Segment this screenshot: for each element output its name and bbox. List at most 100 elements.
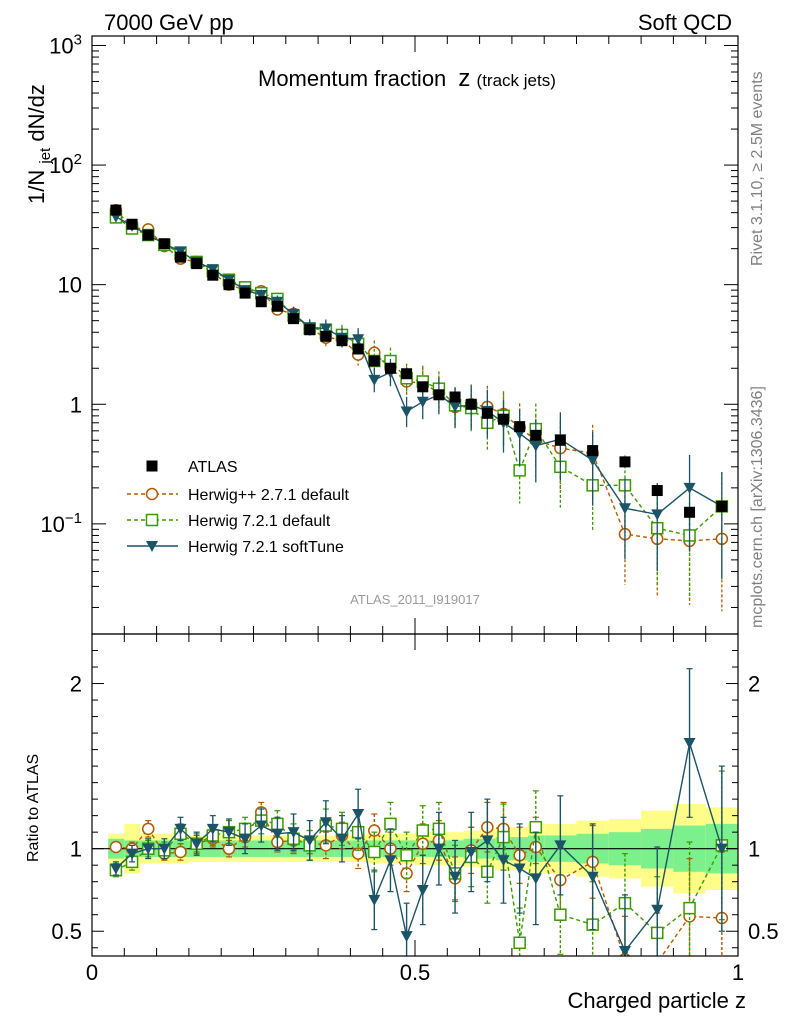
main-point: [191, 258, 203, 270]
main-y-tick-label: 103: [49, 31, 82, 58]
ratio-point: [416, 824, 430, 837]
ratio-point: [142, 843, 155, 855]
ratio-point: [109, 840, 123, 854]
plot-title: Momentum fraction z (track jets): [258, 65, 556, 92]
rivet-side-label: Rivet 3.1.10, ≥ 2.5M events: [749, 71, 766, 266]
ratio-point: [416, 884, 429, 896]
ratio-y-tick-label-left: 1: [70, 837, 82, 862]
main-point: [255, 296, 267, 308]
main-point: [336, 335, 348, 347]
main-point: [716, 500, 728, 512]
ratio-point: [384, 817, 397, 831]
ratio-point: [481, 835, 494, 847]
legend-label: Herwig++ 2.7.1 default: [188, 487, 350, 504]
ratio-point: [449, 871, 462, 883]
ratio-point: [174, 823, 187, 835]
ratio-point: [384, 855, 397, 867]
main-point: [352, 334, 365, 346]
main-point: [288, 313, 300, 325]
ratio-point: [368, 824, 381, 837]
main-point: [416, 396, 429, 408]
main-point: [368, 374, 381, 386]
ratio-series-line: [115, 819, 723, 943]
ratio-point: [554, 908, 567, 921]
ratio-point: [287, 827, 300, 839]
ratio-point: [683, 737, 696, 749]
ratio-point: [651, 904, 664, 916]
x-axis-label: Charged particle z: [567, 988, 746, 1013]
ratio-panel: 0.5 0.51 12 20 0.5 1: [51, 633, 779, 985]
ratio-point: [618, 946, 631, 956]
main-y-tick-label: 1: [70, 392, 82, 417]
main-y-tick-label-exponent: 3: [74, 31, 82, 48]
ratio-point: [222, 827, 235, 839]
main-point: [530, 429, 542, 441]
legend-label: Herwig 7.2.1 softTune: [188, 539, 344, 556]
legend: ATLAS Herwig++ 2.7.1 default Herwig 7.2.1 …: [127, 459, 350, 556]
main-point: [255, 289, 268, 301]
plot-title-symbol: z: [458, 65, 470, 92]
ratio-point: [174, 845, 187, 859]
main-point: [158, 238, 170, 250]
main-y-tick-label-exponent: −1: [65, 510, 82, 527]
main-point: [319, 323, 332, 335]
ratio-point: [368, 845, 381, 859]
main-y-tick-label: 10: [58, 273, 82, 298]
main-point: [175, 251, 187, 263]
ratio-point: [683, 901, 696, 915]
plot-title-subscript: (track jets): [477, 71, 556, 90]
ratio-point: [319, 817, 332, 829]
ratio-y-tick-label-right: 2: [748, 672, 760, 697]
main-y-tick-label-base: 10: [40, 512, 64, 537]
main-y-axis-label-tail: dN/dz: [24, 84, 49, 141]
legend-marker: [146, 541, 158, 552]
main-point: [684, 506, 696, 518]
main-point: [481, 407, 493, 419]
main-y-tick-label-base: 10: [58, 273, 82, 298]
ratio-point: [352, 808, 365, 820]
ratio-point: [109, 863, 122, 875]
ratio-point: [368, 894, 381, 906]
main-point: [401, 368, 413, 380]
ratio-point: [206, 823, 219, 835]
main-point: [239, 287, 251, 299]
main-y-tick-label: 10−1: [40, 510, 82, 537]
main-point: [683, 482, 696, 494]
x-tick-label: 1: [732, 960, 744, 985]
ratio-point: [554, 840, 567, 852]
main-y-tick-label-base: 1: [70, 392, 82, 417]
legend-label: ATLAS: [188, 459, 238, 476]
ratio-point: [255, 820, 268, 832]
main-y-tick-label: 102: [49, 151, 82, 178]
main-point: [352, 343, 364, 355]
legend-marker: [145, 487, 159, 501]
ratio-point: [400, 931, 413, 943]
ratio-point: [336, 833, 349, 845]
ratio-point: [190, 838, 203, 850]
main-point: [619, 456, 631, 468]
ratio-point: [126, 848, 139, 860]
main-point: [417, 381, 429, 393]
main-y-tick-label-exponent: 2: [74, 151, 82, 168]
main-point: [142, 229, 154, 241]
main-point: [368, 355, 380, 367]
ratio-point: [239, 833, 252, 845]
ratio-point: [158, 843, 171, 855]
ratio-y-tick-label-right: 0.5: [748, 919, 779, 944]
main-point: [400, 406, 413, 418]
ratio-point: [513, 936, 526, 950]
x-tick-label: 0: [86, 960, 98, 985]
ratio-point: [400, 849, 413, 862]
main-point: [498, 413, 510, 425]
main-point: [586, 455, 599, 467]
main-point: [206, 264, 219, 276]
main-point: [320, 330, 332, 342]
main-point: [304, 324, 316, 336]
main-point: [554, 434, 566, 446]
main-y-tick-label-base: 10: [49, 153, 73, 178]
main-point: [223, 279, 235, 291]
main-y-axis-label-subscript: jet: [37, 147, 54, 165]
ratio-y-axis-label: Ratio to ATLAS: [25, 754, 42, 862]
